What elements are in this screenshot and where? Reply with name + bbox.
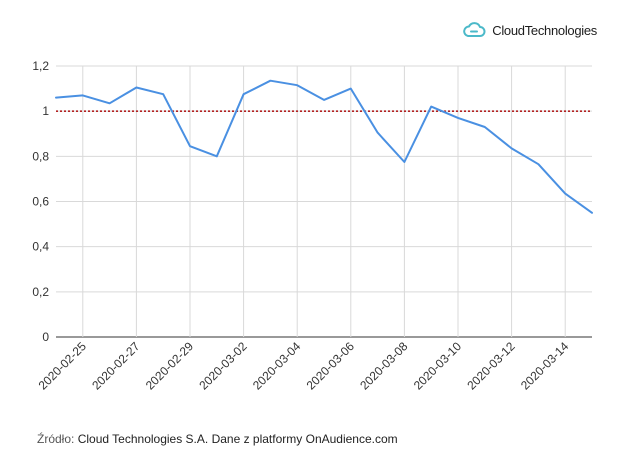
data-point <box>269 80 271 82</box>
data-point <box>457 117 459 119</box>
data-point <box>323 99 325 101</box>
brand-name: CloudTechnologies <box>492 22 597 38</box>
data-point <box>162 93 164 95</box>
data-point <box>243 93 245 95</box>
data-point <box>511 147 513 149</box>
data-point <box>296 84 298 86</box>
y-tick-label: 1 <box>42 104 49 118</box>
y-axis: 0 0,2 0,4 0,6 0,8 1 1,2 <box>32 59 49 344</box>
data-point <box>591 212 593 214</box>
x-tick-label: 2020-03-14 <box>518 339 572 393</box>
data-point <box>350 88 352 90</box>
x-tick-label: 2020-03-12 <box>464 339 518 393</box>
data-point <box>377 132 379 134</box>
x-tick-label: 2020-03-06 <box>304 339 358 393</box>
data-point <box>537 163 539 165</box>
y-tick-label: 0,2 <box>32 285 49 299</box>
y-tick-label: 0,6 <box>32 195 49 209</box>
data-point <box>430 106 432 108</box>
series-line <box>55 79 593 214</box>
data-point <box>189 145 191 147</box>
x-axis: 2020-02-25 2020-02-27 2020-02-29 2020-03-02… <box>36 339 572 393</box>
x-tick-label: 2020-02-27 <box>89 339 143 393</box>
data-point <box>135 86 137 88</box>
y-tick-label: 1,2 <box>32 59 49 73</box>
y-tick-label: 0,4 <box>32 240 49 254</box>
x-tick-label: 2020-03-02 <box>196 339 250 393</box>
data-point <box>564 193 566 195</box>
source-text: Cloud Technologies S.A. Dane z platformy… <box>77 432 398 446</box>
series-group <box>55 79 593 214</box>
y-tick-label: 0 <box>42 330 49 344</box>
x-tick-label: 2020-03-04 <box>250 339 304 393</box>
source-label: Źródło: <box>37 432 75 446</box>
x-tick-label: 2020-02-29 <box>143 339 197 393</box>
grid <box>56 65 592 338</box>
brand-logo: CloudTechnologies <box>462 22 597 38</box>
data-point <box>216 155 218 157</box>
x-tick-label: 2020-03-10 <box>411 339 465 393</box>
cloud-icon <box>463 22 486 37</box>
data-point <box>82 94 84 96</box>
y-tick-label: 0,8 <box>32 149 49 163</box>
x-tick-label: 2020-03-08 <box>357 339 411 393</box>
data-point <box>484 126 486 128</box>
data-point <box>109 102 111 104</box>
data-point <box>403 161 405 163</box>
source-note: Źródło: Cloud Technologies S.A. Dane z p… <box>37 432 398 446</box>
x-tick-label: 2020-02-25 <box>36 339 90 393</box>
data-point <box>55 97 57 99</box>
